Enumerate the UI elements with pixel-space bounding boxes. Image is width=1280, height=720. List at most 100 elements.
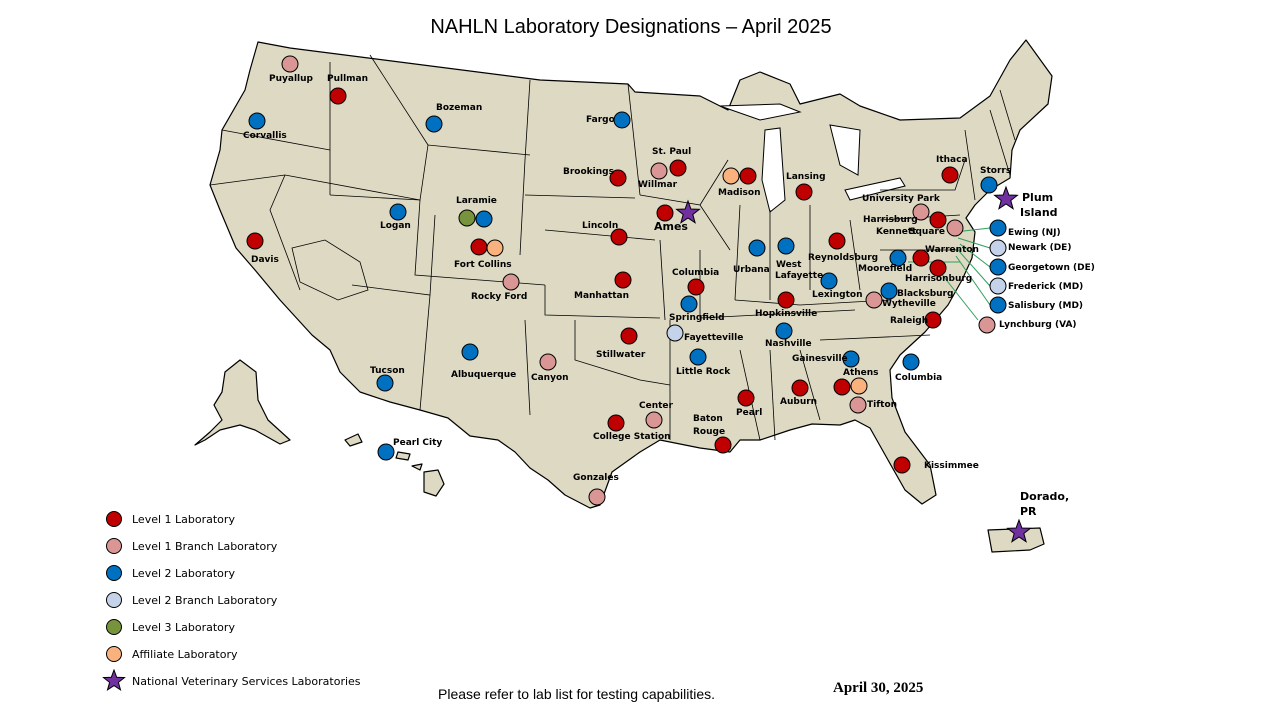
lab-label-center-24: Center bbox=[639, 401, 674, 411]
lab-markers bbox=[246, 55, 1032, 543]
lab-label-laramie-6: Laramie bbox=[456, 196, 497, 206]
legend-swatch-level2-branch bbox=[106, 592, 122, 608]
lab-marker-pullman-level1 bbox=[329, 87, 347, 105]
lab-marker-athens-level1 bbox=[833, 378, 851, 396]
legend-swatch-level2 bbox=[106, 565, 122, 581]
lake-michigan bbox=[761, 127, 786, 213]
lab-label-brookings-17: Brookings bbox=[563, 167, 614, 177]
puerto-rico-land bbox=[987, 527, 1045, 553]
lab-label-kissimmee-46: Kissimmee bbox=[924, 461, 979, 471]
lab-label-canyon-22: Canyon bbox=[531, 373, 569, 383]
state-border-0 bbox=[221, 129, 331, 151]
legend-label: Level 2 Branch Laboratory bbox=[132, 593, 278, 607]
lab-marker-fort-collins-affiliate bbox=[486, 239, 504, 257]
lab-marker-ames-level1 bbox=[656, 204, 674, 222]
lab-marker-madison-level1 bbox=[739, 167, 757, 185]
lab-label-fayetteville-28: Fayetteville bbox=[684, 333, 743, 343]
lab-label-gonzales-25: Gonzales bbox=[573, 473, 619, 483]
lab-marker-davis-level1 bbox=[246, 232, 264, 250]
legend-label: Level 2 Laboratory bbox=[132, 566, 235, 580]
legend-label: National Veterinary Services Laboratorie… bbox=[132, 674, 361, 688]
lab-marker-lexington-level2 bbox=[820, 272, 838, 290]
lab-marker-columbia-level2 bbox=[902, 353, 920, 371]
lab-marker-logan-level2 bbox=[389, 203, 407, 221]
lab-marker-manhattan-level1 bbox=[614, 271, 632, 289]
state-border-3 bbox=[269, 174, 301, 291]
state-border-30 bbox=[819, 334, 931, 341]
lab-marker-brookings-level1 bbox=[609, 169, 627, 187]
lab-marker-ithaca-level1 bbox=[941, 166, 959, 184]
nvsl-label-plum: Plum bbox=[1022, 191, 1053, 204]
lab-marker-nashville-level2 bbox=[775, 322, 793, 340]
lab-marker-college-station-level1 bbox=[607, 414, 625, 432]
lab-label-athens-43: Athens bbox=[843, 368, 879, 378]
lab-marker-athens-affiliate bbox=[850, 377, 868, 395]
lab-label-newark-de-60: Newark (DE) bbox=[1008, 243, 1071, 253]
lab-label-columbia-26: Columbia bbox=[672, 268, 719, 278]
state-border-14 bbox=[544, 285, 661, 319]
state-border-36 bbox=[999, 89, 1016, 141]
state-border-9 bbox=[419, 294, 431, 411]
lab-marker-gainesville-level2 bbox=[842, 350, 860, 368]
lab-marker-auburn-level1 bbox=[791, 379, 809, 397]
lab-marker-harrisonburg-level1 bbox=[929, 259, 947, 277]
lab-label-baton-rouge-part1: Baton bbox=[693, 414, 723, 424]
nvsl-label-island: Island bbox=[1020, 206, 1058, 219]
lab-label-west-lafayette-part2: Lafayette bbox=[775, 271, 823, 281]
lab-marker-reynoldsburg-level1 bbox=[828, 232, 846, 250]
lab-label-st-paul-15: St. Paul bbox=[652, 147, 691, 157]
lab-marker-gonzales-level1-branch bbox=[588, 488, 606, 506]
lab-marker-puyallup-level1-branch bbox=[281, 55, 299, 73]
lab-label-lynchburg-va-64: Lynchburg (VA) bbox=[999, 320, 1077, 330]
lab-label-tifton-45: Tifton bbox=[867, 400, 897, 410]
lab-marker-blacksburg-level2 bbox=[880, 282, 898, 300]
lab-label-corvallis-2: Corvallis bbox=[243, 131, 287, 141]
state-border-29 bbox=[799, 349, 821, 421]
lab-marker-ewing-nj-level2 bbox=[989, 219, 1007, 237]
lab-marker-madison-affiliate bbox=[722, 167, 740, 185]
state-borders bbox=[209, 54, 1016, 441]
lab-marker-wytheville-level1-branch bbox=[865, 291, 883, 309]
lab-marker-university-park-level1-branch bbox=[912, 203, 930, 221]
state-border-5 bbox=[369, 54, 429, 146]
lab-marker-pearl-level1 bbox=[737, 389, 755, 407]
leader-line-3 bbox=[957, 249, 991, 287]
lab-label-urbana-34: Urbana bbox=[733, 265, 770, 275]
lab-label-ewing-nj-59: Ewing (NJ) bbox=[1008, 228, 1061, 238]
lab-marker-fort-collins-level1 bbox=[470, 238, 488, 256]
legend-item-nvsl: National Veterinary Services Laboratorie… bbox=[102, 669, 361, 692]
state-border-12 bbox=[524, 194, 636, 199]
state-border-26 bbox=[699, 309, 856, 319]
hawaii-island-2 bbox=[395, 451, 411, 461]
hawaii-big-island bbox=[423, 469, 445, 497]
lab-marker-columbia-level1 bbox=[687, 278, 705, 296]
lab-label-albuquerque-12: Albuquerque bbox=[451, 370, 516, 380]
map-title: NAHLN Laboratory Designations – April 20… bbox=[430, 16, 832, 38]
state-border-32 bbox=[880, 159, 966, 191]
nvsl-star-plum-island bbox=[993, 185, 1019, 210]
lab-label-logan-5: Logan bbox=[380, 221, 411, 231]
lab-marker-little-rock-level2 bbox=[689, 348, 707, 366]
legend-label: Level 3 Laboratory bbox=[132, 620, 235, 634]
legend-swatch-affiliate bbox=[106, 646, 122, 662]
lab-marker-tifton-level1-branch bbox=[849, 396, 867, 414]
lab-marker-corvallis-level2 bbox=[248, 112, 266, 130]
lab-marker-harrisburg-level1 bbox=[929, 211, 947, 229]
lab-marker-kennett-square-level1-branch bbox=[946, 219, 964, 237]
lake-superior bbox=[719, 103, 802, 121]
lab-label-pearl-city-13: Pearl City bbox=[393, 438, 442, 448]
state-border-20 bbox=[699, 159, 729, 206]
legend-item-level3: Level 3 Laboratory bbox=[106, 616, 235, 638]
lab-label-tucson-11: Tucson bbox=[370, 366, 405, 376]
leader-lines bbox=[908, 227, 991, 321]
lab-label-kennett-part: Kennett bbox=[876, 227, 917, 237]
lab-label-pearl-40: Pearl bbox=[736, 408, 762, 418]
state-border-35 bbox=[989, 109, 1011, 176]
great-salt-lake-region bbox=[291, 239, 369, 301]
lab-label-university-park-54: University Park bbox=[862, 194, 941, 204]
lab-marker-lansing-level1 bbox=[795, 183, 813, 201]
state-border-16 bbox=[574, 320, 671, 386]
lab-label-puyallup-0: Puyallup bbox=[269, 74, 314, 84]
lab-marker-willmar-level1-branch bbox=[650, 162, 668, 180]
lab-marker-kissimmee-level1 bbox=[893, 456, 911, 474]
